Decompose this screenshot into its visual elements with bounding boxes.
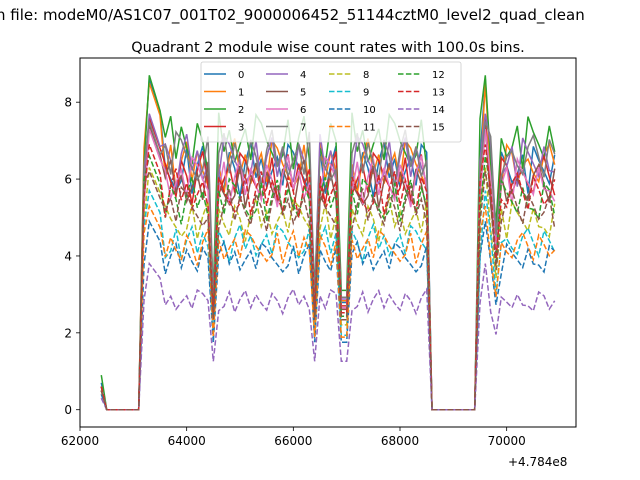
series-line-10: [100, 218, 556, 411]
x-tick-label: 62000: [61, 434, 99, 448]
legend-label-7: 7: [300, 123, 306, 134]
legend-label-3: 3: [238, 123, 244, 134]
legend-label-8: 8: [363, 70, 369, 81]
y-tick-label: 4: [64, 249, 72, 263]
series-line-13: [100, 144, 556, 411]
legend-label-14: 14: [432, 105, 445, 116]
legend-label-10: 10: [363, 105, 376, 116]
legend-box: [200, 61, 462, 143]
legend-label-11: 11: [363, 123, 376, 134]
series-line-14: [100, 261, 556, 411]
legend-label-13: 13: [432, 88, 445, 99]
y-axis-ticks: 0 2 4 6 8: [64, 96, 80, 417]
y-tick-label: 6: [64, 173, 72, 187]
legend-label-12: 12: [432, 70, 445, 81]
figure-suptitle: n file: modeM0/AS1C07_001T02_9000006452_…: [0, 6, 585, 25]
legend-label-5: 5: [300, 88, 306, 99]
x-axis-ticks: 62000 64000 66000 68000 70000: [61, 427, 526, 448]
legend-label-6: 6: [300, 105, 306, 116]
x-offset-text: +4.784e8: [508, 455, 567, 469]
series-line-8: [100, 167, 556, 411]
y-tick-label: 8: [64, 96, 72, 110]
legend-label-0: 0: [238, 70, 244, 81]
chart-title: Quadrant 2 module wise count rates with …: [131, 40, 525, 56]
series-line-2: [100, 75, 556, 411]
legend-label-9: 9: [363, 88, 369, 99]
x-tick-label: 68000: [381, 434, 419, 448]
x-tick-label: 64000: [168, 434, 206, 448]
y-tick-label: 2: [64, 326, 72, 340]
x-tick-label: 70000: [488, 434, 526, 448]
legend-label-4: 4: [300, 70, 306, 81]
legend-label-15: 15: [432, 123, 445, 134]
legend-label-1: 1: [238, 88, 244, 99]
x-tick-label: 66000: [274, 434, 312, 448]
legend-label-2: 2: [238, 105, 244, 116]
series-layer: [100, 75, 556, 411]
series-line-15: [100, 169, 556, 411]
plot-frame: [79, 57, 577, 428]
y-tick-label: 0: [64, 403, 72, 417]
